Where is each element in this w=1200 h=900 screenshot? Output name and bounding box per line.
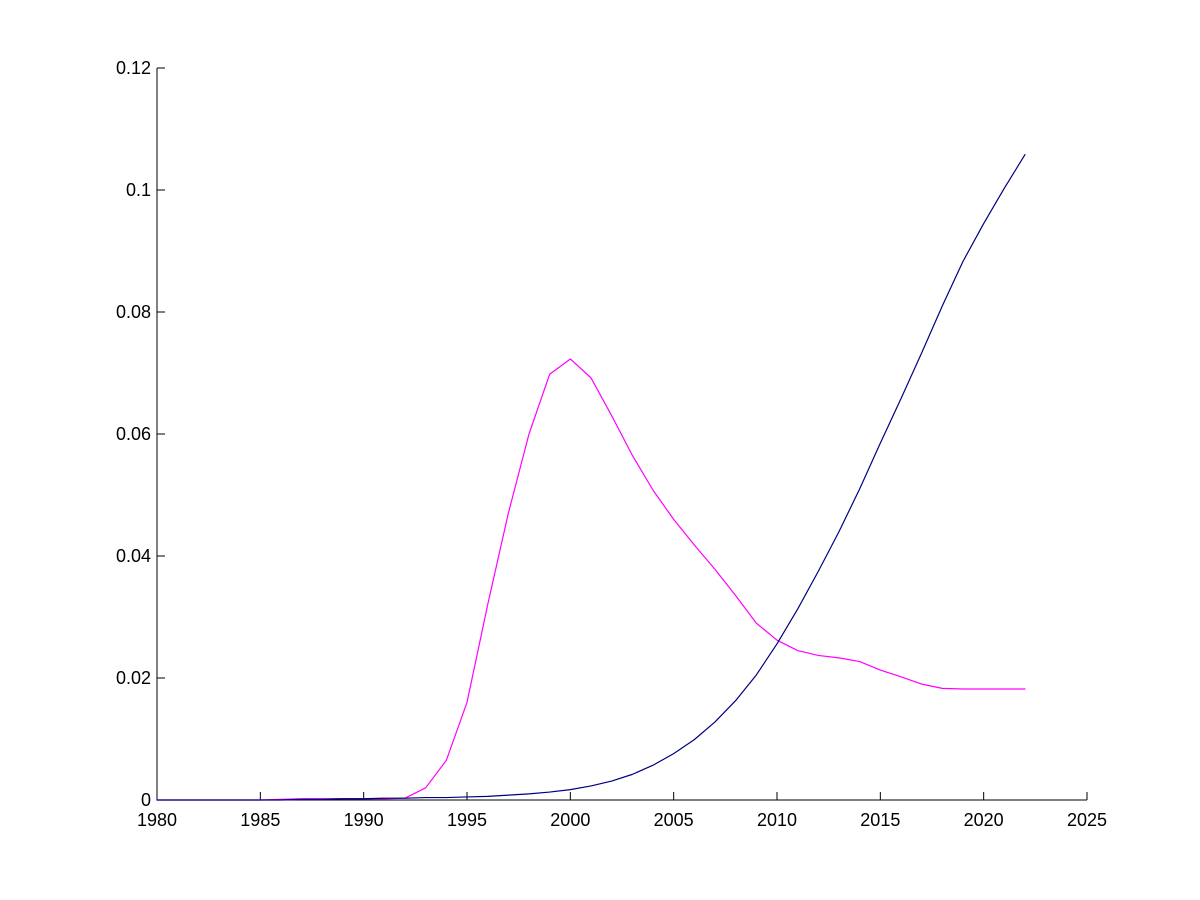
y-tick-label: 0.02 [116,668,151,688]
x-tick-label: 2010 [757,810,797,830]
series-group [156,154,1026,801]
x-tick-label: 1985 [240,810,280,830]
y-tick-label: 0.1 [126,180,151,200]
y-tick-label: 0.04 [116,546,151,566]
x-tick-label: 1990 [344,810,384,830]
x-tick-label: 2005 [654,810,694,830]
y-tick-label: 0.12 [116,58,151,78]
x-tick-label: 1995 [447,810,487,830]
x-tick-label: 2020 [964,810,1004,830]
y-tick-label: 0.06 [116,424,151,444]
x-tick-label: 2025 [1067,810,1107,830]
x-tick-label: 1980 [137,810,177,830]
axes: 1980 1985 1990 1995 2000 2005 2010 2015 2020 2025… [116,58,1107,830]
y-tick-label: 0.08 [116,302,151,322]
x-tick-label: 2015 [860,810,900,830]
y-tick-label: 0 [141,790,151,810]
series-line-2 [156,154,1026,801]
x-tick-label: 2000 [550,810,590,830]
series-line-1 [156,358,1026,801]
